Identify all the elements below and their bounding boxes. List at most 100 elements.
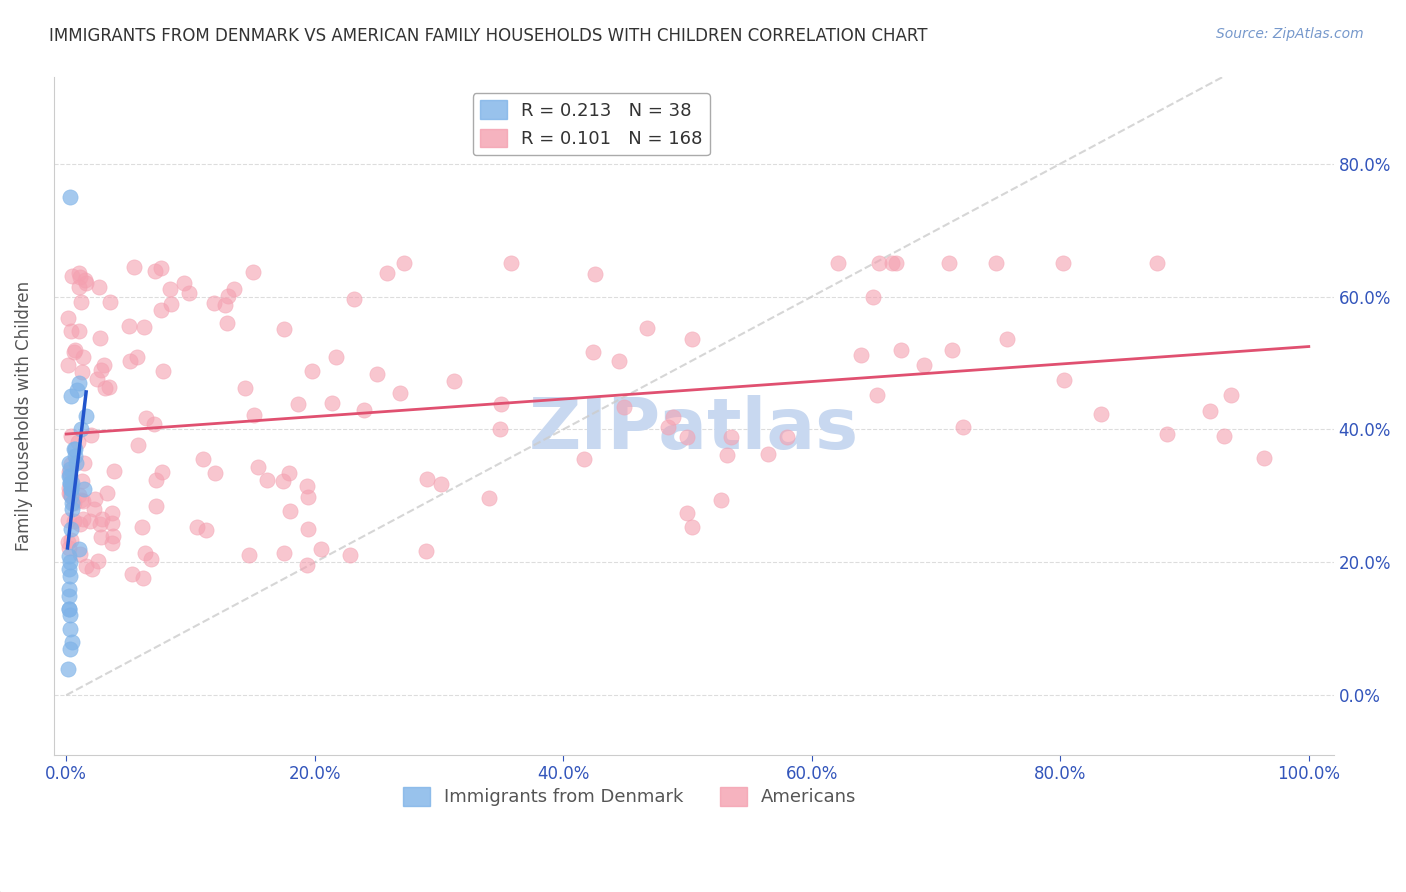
Point [80, 428, 103, 442]
Point [56, 535, 79, 549]
Point [59, 641, 82, 656]
Point [96, 486, 118, 500]
Point [98, 295, 121, 310]
Point [69, 266, 91, 280]
Point [59, 568, 82, 582]
Point [70, 295, 93, 310]
Point [278, 504, 301, 518]
Point [62, 496, 84, 510]
Point [710, 493, 733, 508]
Point [145, 474, 167, 488]
Point [90, 362, 112, 376]
Point [59, 475, 82, 490]
Point [62, 495, 84, 509]
Point [297, 491, 319, 505]
Point [287, 397, 309, 411]
Point [70, 365, 93, 379]
Point [1213, 428, 1236, 442]
Point [87, 554, 110, 568]
Point [89, 331, 111, 345]
Point [132, 570, 155, 584]
Point [73, 273, 96, 287]
Point [246, 460, 269, 475]
Point [675, 430, 697, 444]
Point [89, 279, 111, 293]
Point [101, 536, 124, 550]
Point [58, 601, 80, 615]
Point [394, 256, 416, 270]
Point [60, 482, 83, 496]
Point [756, 446, 779, 460]
Point [69, 517, 91, 532]
Point [191, 452, 214, 467]
Point [69, 547, 91, 561]
Point [58, 456, 80, 470]
Point [72, 482, 94, 496]
Point [339, 548, 361, 562]
Point [94, 381, 117, 395]
Point [58, 481, 80, 495]
Point [149, 261, 172, 276]
Point [375, 266, 398, 280]
Point [62, 442, 84, 457]
Point [636, 320, 658, 334]
Point [58, 589, 80, 603]
Point [59, 475, 82, 490]
Point [127, 350, 149, 364]
Point [75, 409, 97, 424]
Point [941, 343, 963, 357]
Point [866, 388, 889, 402]
Point [295, 558, 318, 572]
Point [243, 408, 266, 422]
Point [301, 364, 323, 378]
Point [60, 522, 83, 536]
Point [501, 256, 523, 270]
Point [63, 442, 86, 457]
Point [297, 522, 319, 536]
Point [160, 297, 183, 311]
Point [430, 477, 453, 491]
Point [67, 541, 90, 556]
Point [70, 474, 93, 488]
Point [62, 475, 84, 490]
Point [135, 410, 157, 425]
Point [59, 487, 82, 501]
Point [58, 562, 80, 576]
Point [60, 389, 83, 403]
Point [101, 516, 124, 530]
Point [63, 345, 86, 359]
Point [215, 316, 238, 330]
Point [59, 608, 82, 623]
Point [256, 473, 278, 487]
Point [173, 276, 195, 290]
Point [103, 529, 125, 543]
Point [101, 506, 124, 520]
Point [177, 286, 200, 301]
Point [60, 269, 83, 284]
Point [59, 462, 82, 476]
Point [122, 260, 145, 275]
Point [273, 546, 295, 560]
Point [66, 383, 89, 397]
Point [343, 292, 366, 306]
Point [62, 502, 84, 516]
Point [58, 582, 80, 596]
Point [271, 475, 294, 489]
Point [613, 400, 636, 414]
Point [150, 303, 173, 318]
Point [242, 264, 264, 278]
Point [776, 430, 799, 444]
Point [488, 422, 510, 436]
Point [681, 520, 703, 534]
Point [98, 380, 121, 394]
Point [869, 256, 891, 270]
Point [60, 482, 83, 496]
Point [204, 466, 226, 480]
Point [1253, 451, 1275, 466]
Text: ZIPatlas: ZIPatlas [529, 395, 859, 464]
Point [59, 428, 82, 442]
Point [139, 552, 162, 566]
Point [152, 465, 174, 479]
Point [70, 493, 93, 508]
Point [67, 376, 90, 390]
